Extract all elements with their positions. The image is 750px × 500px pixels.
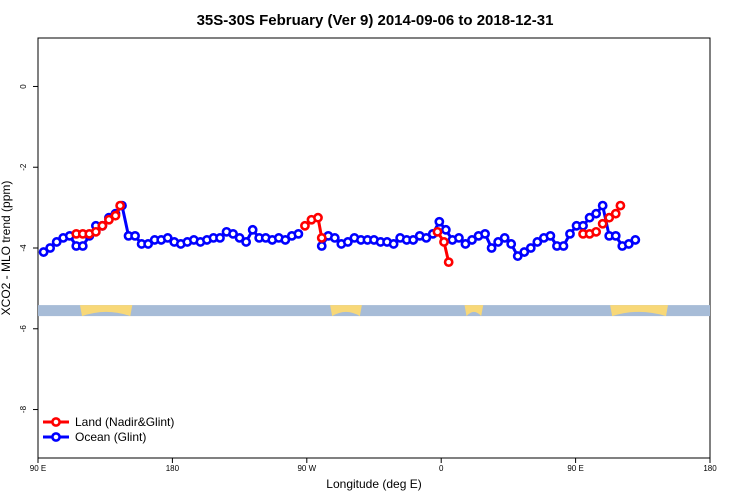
land-point	[316, 233, 327, 243]
land-segment	[330, 305, 362, 317]
land-point	[300, 220, 310, 231]
land-segment	[610, 305, 668, 317]
ocean-point	[493, 237, 504, 247]
legend-item-land: Land (Nadir&Glint)	[43, 415, 174, 429]
x-tick-label: 0	[439, 464, 444, 473]
ocean-point	[532, 237, 543, 247]
ocean-point	[228, 228, 238, 239]
land-point	[597, 218, 608, 229]
ocean-point	[467, 235, 477, 245]
ocean-point	[512, 251, 523, 261]
land-point	[610, 208, 621, 219]
ocean-point	[421, 233, 432, 243]
y-tick-label: 0	[19, 84, 28, 89]
ocean-point	[597, 200, 608, 211]
y-tick-label: -8	[19, 405, 28, 413]
ocean-point	[565, 228, 575, 239]
land-point	[591, 226, 602, 237]
land-point	[313, 212, 323, 223]
ocean-point	[584, 212, 595, 223]
land-point	[604, 212, 615, 223]
ocean-point	[45, 243, 56, 253]
legend-label-ocean: Ocean (Glint)	[75, 430, 146, 444]
x-tick-label: 90 E	[567, 464, 583, 473]
legend-swatch-marker-land	[51, 417, 61, 427]
land-point	[432, 226, 443, 237]
ocean-point	[143, 239, 154, 249]
plot-frame	[37, 37, 711, 459]
land-segment	[464, 305, 484, 317]
ocean-point	[480, 228, 490, 239]
ocean-point	[342, 237, 353, 247]
ocean-point	[454, 233, 464, 243]
ocean-point	[51, 237, 62, 247]
ocean-point	[525, 243, 536, 253]
y-tick-label: -4	[19, 244, 28, 252]
land-ocean-band	[38, 305, 710, 317]
x-tick-label: 180	[703, 464, 717, 473]
series-layer	[38, 200, 641, 268]
x-axis: 90 E 180 90 W 0 90 E 180	[30, 458, 717, 473]
series-ocean	[38, 200, 641, 261]
ocean-point	[578, 220, 588, 231]
land-point	[104, 214, 114, 225]
land-point	[443, 257, 454, 268]
x-axis-label: Longitude (deg E)	[326, 477, 421, 491]
ocean-point	[38, 247, 49, 257]
ocean-point	[329, 233, 340, 243]
land-point	[115, 200, 126, 211]
ocean-point	[293, 228, 304, 239]
legend-item-ocean: Ocean (Glint)	[43, 430, 146, 444]
ocean-band	[38, 305, 710, 317]
y-axis-label: XCO2 - MLO trend (ppm)	[0, 181, 13, 316]
ocean-point	[545, 230, 556, 241]
ocean-point	[234, 233, 245, 243]
y-tick-label: -6	[19, 325, 28, 333]
chart-title: 35S-30S February (Ver 9) 2014-09-06 to 2…	[197, 12, 554, 29]
ocean-point	[460, 239, 471, 249]
legend-swatch-marker-ocean	[51, 432, 61, 442]
land-point	[90, 226, 101, 237]
ocean-point	[241, 237, 252, 247]
ocean-point	[434, 216, 445, 227]
land-point	[97, 220, 108, 231]
ocean-point	[408, 235, 419, 245]
legend-label-land: Land (Nadir&Glint)	[75, 415, 174, 429]
x-tick-label: 180	[166, 464, 180, 473]
land-point	[110, 210, 121, 221]
ocean-point	[623, 239, 634, 249]
ocean-point	[280, 235, 291, 245]
legend: Land (Nadir&Glint)Ocean (Glint)	[43, 415, 174, 444]
ocean-point	[440, 224, 451, 235]
land-segment	[80, 305, 133, 317]
ocean-point	[591, 208, 602, 219]
ocean-point	[77, 241, 88, 251]
ocean-point	[130, 230, 140, 241]
ocean-point	[162, 233, 173, 243]
y-tick-label: -2	[19, 163, 28, 171]
land-point	[439, 237, 449, 247]
y-axis: 0 -2 -4 -6 -8	[19, 84, 38, 413]
ocean-point	[630, 235, 641, 245]
ocean-point	[499, 233, 510, 243]
ocean-point	[215, 233, 225, 243]
ocean-point	[388, 239, 399, 249]
series-land	[71, 200, 626, 268]
x-tick-label: 90 E	[30, 464, 46, 473]
ocean-point	[486, 243, 497, 253]
ocean-point	[506, 239, 517, 249]
ocean-point	[610, 230, 621, 241]
ocean-point	[558, 241, 569, 251]
ocean-point	[316, 241, 327, 251]
ocean-point	[519, 247, 530, 257]
ocean-point	[247, 224, 258, 235]
land-point	[615, 200, 626, 211]
x-tick-label: 90 W	[297, 464, 316, 473]
